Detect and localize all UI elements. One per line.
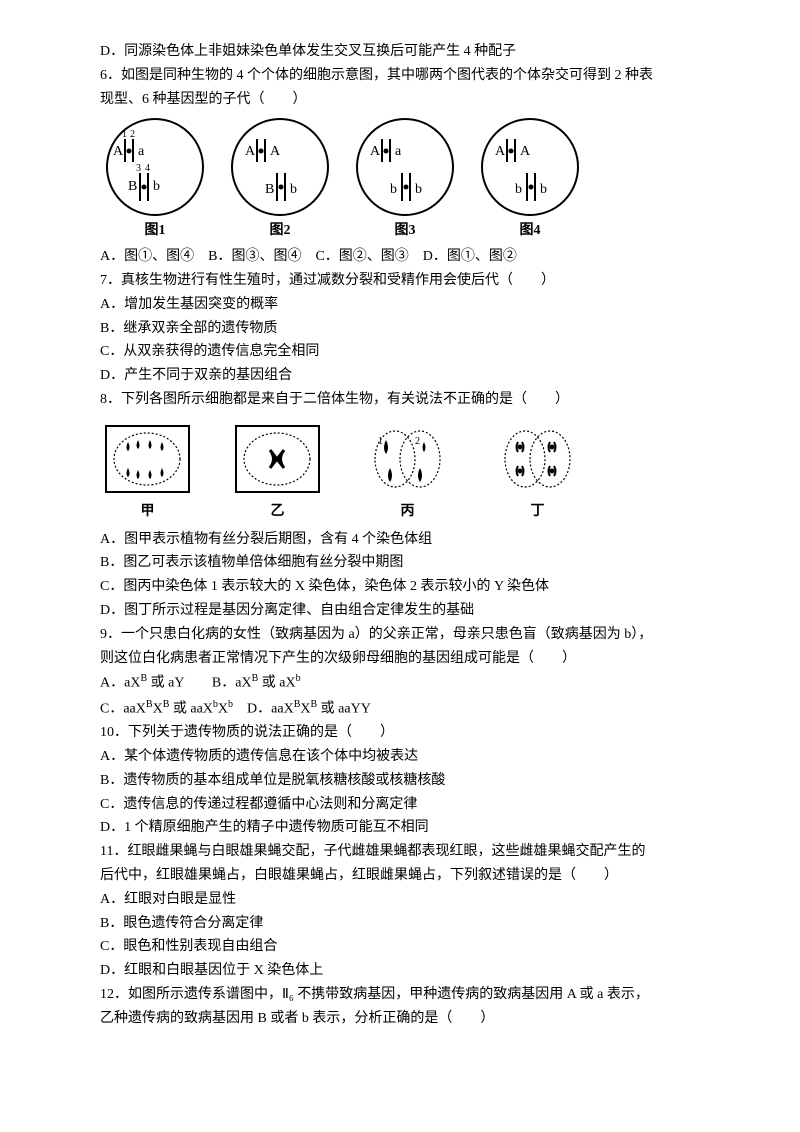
svg-text:A: A [270, 144, 281, 159]
svg-text:2: 2 [415, 436, 420, 447]
q6-figure-row: 12 A a 34 B b 图1 A A B b 图 [100, 117, 720, 243]
q6-figure-3: A a b b 图3 [350, 117, 460, 243]
q6-options: A．图①、图④ B．图③、图④ C．图②、图③ D．图①、图② [100, 245, 720, 269]
svg-text:b: b [153, 179, 160, 194]
caption-fig1: 图1 [145, 219, 166, 243]
q6-figure-2: A A B b 图2 [225, 117, 335, 243]
svg-text:b: b [415, 182, 422, 197]
svg-text:a: a [138, 144, 145, 159]
svg-text:3: 3 [136, 163, 141, 174]
q7-option-b: B．继承双亲全部的遗传物质 [100, 317, 720, 341]
caption-bing: 丙 [401, 500, 415, 524]
q8-option-a: A．图甲表示植物有丝分裂后期图，含有 4 个染色体组 [100, 528, 720, 552]
q9-stem-line2: 则这位白化病患者正常情况下产生的次级卵母细胞的基因组成可能是（ ） [100, 647, 720, 671]
q12-stem-line1: 12．如图所示遗传系谱图中，Ⅱ₆ 不携带致病基因，甲种遗传病的致病基因用 A 或… [100, 983, 720, 1007]
svg-text:1: 1 [122, 129, 127, 140]
q10-stem: 10．下列关于遗传物质的说法正确的是（ ） [100, 721, 720, 745]
q10-option-b: B．遗传物质的基本组成单位是脱氧核糖核酸或核糖核酸 [100, 769, 720, 793]
caption-fig2: 图2 [270, 219, 291, 243]
q6-stem-line2: 现型、6 种基因型的子代（ ） [100, 88, 720, 112]
svg-text:b: b [390, 182, 397, 197]
caption-yi: 乙 [271, 500, 285, 524]
q11-option-a: A．红眼对白眼是显性 [100, 888, 720, 912]
q9-options-cd: C．aaXBXB 或 aaXbXb D．aaXBXB 或 aaYY [100, 696, 720, 721]
q6-stem-line1: 6．如图是同种生物的 4 个个体的细胞示意图，其中哪两个图代表的个体杂交可得到 … [100, 64, 720, 88]
caption-ding: 丁 [531, 500, 545, 524]
q8-option-b: B．图乙可表示该植物单倍体细胞有丝分裂中期图 [100, 551, 720, 575]
q12-stem-line2: 乙种遗传病的致病基因用 B 或者 b 表示，分析正确的是（ ） [100, 1007, 720, 1031]
svg-text:A: A [245, 144, 256, 159]
q8-figure-yi: 乙 [230, 420, 325, 524]
q8-figure-bing: 1 2 丙 [360, 420, 455, 524]
svg-text:B: B [265, 182, 274, 197]
svg-text:b: b [540, 182, 547, 197]
svg-text:b: b [515, 182, 522, 197]
q6-figure-1: 12 A a 34 B b 图1 [100, 117, 210, 243]
q8-option-d: D．图丁所示过程是基因分离定律、自由组合定律发生的基础 [100, 599, 720, 623]
q7-option-d: D．产生不同于双亲的基因组合 [100, 364, 720, 388]
q9-stem-line1: 9．一个只患白化病的女性（致病基因为 a）的父亲正常，母亲只患色盲（致病基因为 … [100, 623, 720, 647]
svg-text:A: A [495, 144, 506, 159]
svg-text:b: b [290, 182, 297, 197]
q7-option-c: C．从双亲获得的遗传信息完全相同 [100, 340, 720, 364]
svg-text:a: a [395, 144, 402, 159]
svg-text:A: A [370, 144, 381, 159]
q10-option-c: C．遗传信息的传递过程都遵循中心法则和分离定律 [100, 793, 720, 817]
q11-stem-line2: 后代中，红眼雄果蝇占，白眼雄果蝇占，红眼雌果蝇占，下列叙述错误的是（ ） [100, 864, 720, 888]
caption-jia: 甲 [141, 500, 155, 524]
svg-text:B: B [128, 179, 137, 194]
q11-option-d: D．红眼和白眼基因位于 X 染色体上 [100, 959, 720, 983]
q9-options-ab: A．aXB 或 aY B．aXB 或 aXb [100, 670, 720, 695]
svg-text:1: 1 [378, 436, 383, 447]
q7-option-a: A．增加发生基因突变的概率 [100, 293, 720, 317]
q11-stem-line1: 11．红眼雌果蝇与白眼雄果蝇交配，子代雌雄果蝇都表现红眼，这些雌雄果蝇交配产生的 [100, 840, 720, 864]
svg-text:4: 4 [145, 163, 150, 174]
caption-fig3: 图3 [395, 219, 416, 243]
q7-stem: 7．真核生物进行有性生殖时，通过减数分裂和受精作用会使后代（ ） [100, 269, 720, 293]
q8-figure-ding: 丁 [490, 420, 585, 524]
q8-figure-row: 甲 乙 1 2 丙 [100, 420, 720, 524]
q8-stem: 8．下列各图所示细胞都是来自于二倍体生物，有关说法不正确的是（ ） [100, 388, 720, 412]
caption-fig4: 图4 [520, 219, 541, 243]
q10-option-d: D．1 个精原细胞产生的精子中遗传物质可能互不相同 [100, 816, 720, 840]
q5-option-d: D．同源染色体上非姐妹染色单体发生交叉互换后可能产生 4 种配子 [100, 40, 720, 64]
svg-text:2: 2 [130, 129, 135, 140]
q8-option-c: C．图丙中染色体 1 表示较大的 X 染色体，染色体 2 表示较小的 Y 染色体 [100, 575, 720, 599]
svg-text:A: A [113, 144, 124, 159]
q8-figure-jia: 甲 [100, 420, 195, 524]
svg-text:A: A [520, 144, 531, 159]
q6-figure-4: A A b b 图4 [475, 117, 585, 243]
q11-option-c: C．眼色和性别表现自由组合 [100, 935, 720, 959]
q10-option-a: A．某个体遗传物质的遗传信息在该个体中均被表达 [100, 745, 720, 769]
q11-option-b: B．眼色遗传符合分离定律 [100, 912, 720, 936]
